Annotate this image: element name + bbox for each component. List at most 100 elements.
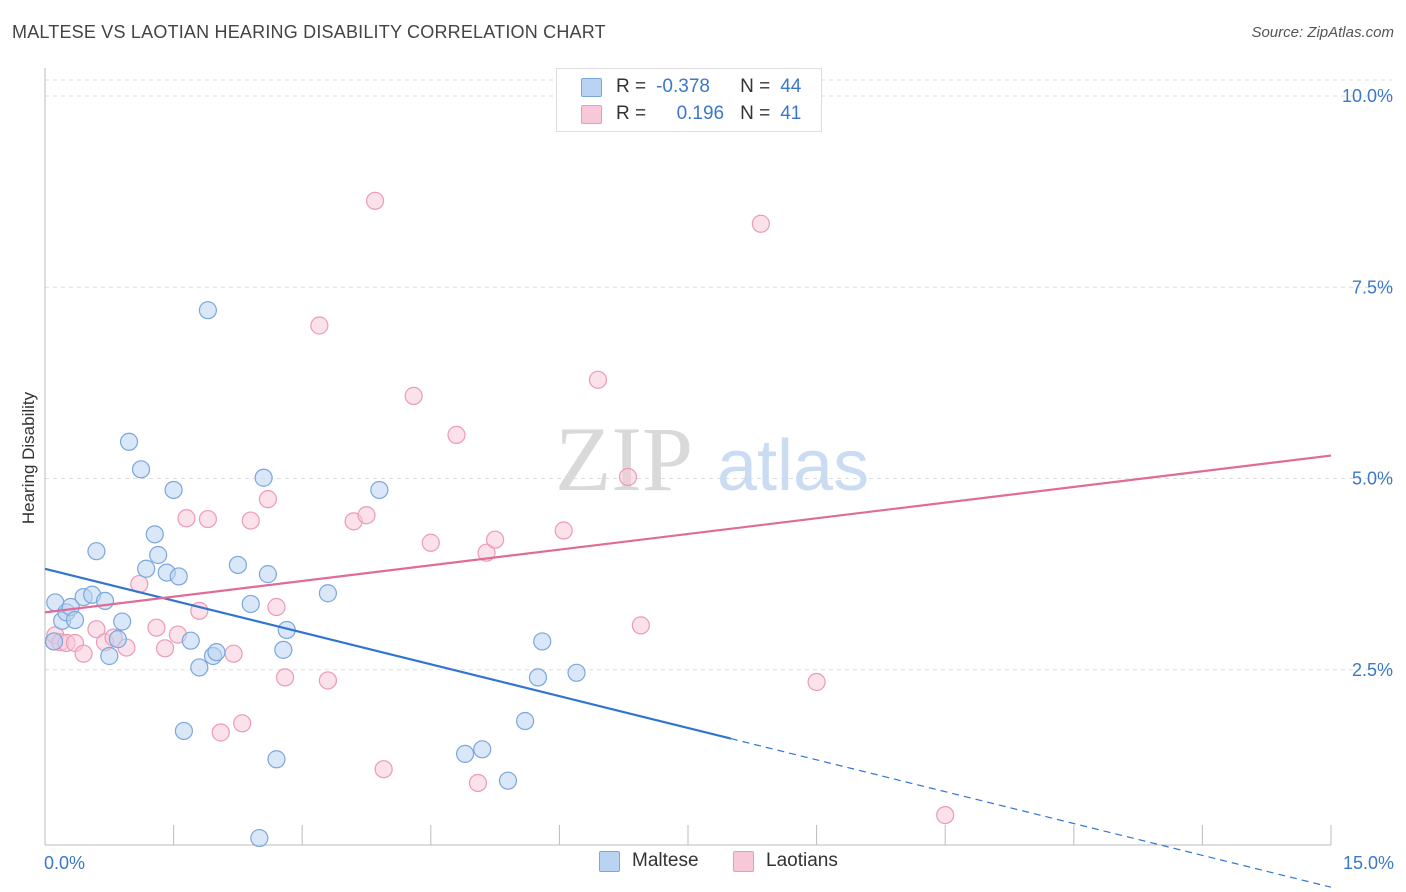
maltese-point (207, 643, 226, 662)
legend-item-laotians: Laotians (733, 850, 838, 872)
correlation-legend: R = -0.378 N = 44 R = 0.196 N = 41 (556, 68, 822, 132)
laotians-point (807, 672, 826, 692)
laotians-point (198, 509, 217, 529)
laotians-point (374, 760, 393, 779)
legend-row-maltese: R = -0.378 N = 44 (581, 74, 801, 100)
y-axis-label: Hearing Disability (19, 391, 38, 524)
maltese-point (100, 646, 119, 666)
legend-r-value: -0.378 (656, 76, 710, 97)
laotians-point (365, 191, 385, 210)
legend-laotians-label: Laotians (766, 850, 838, 871)
maltese-point (137, 559, 156, 578)
series-legend: Maltese Laotians (0, 850, 1406, 878)
maltese-point (228, 555, 247, 575)
laotians-point (554, 521, 573, 540)
maltese-point (254, 468, 273, 487)
x-tick-label: 0.0% (44, 853, 85, 873)
legend-n-label: N = (740, 76, 771, 97)
legend-n-value: 44 (780, 76, 802, 97)
maltese-point (528, 668, 548, 687)
y-tick-label: 5.0% (1352, 469, 1393, 489)
legend-maltese-label: Maltese (632, 850, 699, 871)
maltese-point (108, 630, 127, 649)
trend-layer (44, 454, 1332, 888)
maltese-trend-line (44, 567, 732, 740)
maltese-swatch (581, 77, 602, 97)
legend-n-value: 41 (780, 103, 802, 124)
maltese-point (267, 750, 286, 769)
laotians-trend-line (44, 454, 1332, 614)
legend-item-maltese: Maltese (599, 850, 699, 872)
maltese-point (174, 721, 193, 741)
maltese-point (533, 632, 552, 651)
chart-title: MALTESE VS LAOTIAN HEARING DISABILITY CO… (12, 22, 606, 42)
maltese-point (241, 594, 260, 614)
legend-r-label: R = (616, 76, 647, 97)
laotians-swatch (733, 850, 754, 872)
laotians-point (486, 530, 505, 549)
y-tick-label: 7.5% (1352, 277, 1393, 297)
laotians-point (310, 316, 329, 335)
maltese-point (44, 632, 64, 651)
laotians-point (177, 509, 196, 528)
legend-n-label: N = (740, 103, 771, 124)
laotians-point (318, 671, 338, 690)
maltese-point (164, 480, 183, 500)
legend-row-laotians: R = 0.196 N = 41 (581, 101, 801, 127)
laotians-point (631, 616, 650, 635)
laotians-point (258, 490, 278, 509)
points-layer (44, 191, 955, 848)
maltese-point (473, 740, 492, 759)
laotians-swatch (581, 104, 602, 124)
laotians-point (155, 639, 175, 658)
maltese-point (370, 480, 389, 500)
maltese-point (87, 542, 106, 561)
x-tick-label: 15.0% (1343, 853, 1394, 873)
maltese-point (149, 545, 168, 565)
watermark: ZIP atlas (555, 408, 869, 510)
maltese-point (145, 525, 164, 544)
laotians-point (421, 533, 440, 552)
maltese-point (169, 567, 188, 586)
source-label: Source: ZipAtlas.com (1251, 24, 1394, 41)
legend-r-label: R = (616, 103, 647, 124)
maltese-point (455, 744, 475, 764)
laotians-point (87, 620, 106, 639)
y-tick-label: 2.5% (1352, 660, 1393, 680)
laotians-point (275, 668, 295, 687)
maltese-point (190, 658, 209, 677)
maltese-point (567, 663, 586, 682)
laotians-point (588, 370, 608, 389)
laotians-point (447, 425, 466, 444)
axis-layer: 0.0% 15.0% (44, 68, 1394, 873)
laotians-point (357, 506, 376, 525)
maltese-point (119, 432, 139, 451)
laotians-point (751, 214, 770, 233)
maltese-point (198, 301, 217, 320)
maltese-point (258, 565, 278, 584)
laotians-point (233, 714, 252, 733)
laotians-point (468, 773, 488, 793)
laotians-point (147, 618, 166, 637)
laotians-point (404, 386, 423, 405)
maltese-point (516, 711, 535, 731)
maltese-point (274, 640, 293, 659)
laotians-point (267, 597, 286, 617)
watermark-zip: ZIP (555, 408, 693, 510)
maltese-point (65, 610, 85, 630)
laotians-point (618, 467, 638, 487)
maltese-point (318, 584, 338, 603)
maltese-point (131, 460, 151, 479)
laotians-point (936, 805, 955, 825)
maltese-point (113, 612, 132, 631)
y-tick-label: 10.0% (1342, 86, 1393, 106)
maltese-point (498, 771, 518, 790)
legend-r-value: 0.196 (676, 103, 725, 124)
grid-layer: 2.5% 5.0% 7.5% 10.0% (45, 79, 1393, 680)
maltese-swatch (599, 850, 620, 872)
watermark-atlas: atlas (717, 426, 869, 506)
laotians-point (224, 644, 243, 663)
laotians-point (74, 644, 93, 663)
maltese-point (181, 631, 200, 650)
